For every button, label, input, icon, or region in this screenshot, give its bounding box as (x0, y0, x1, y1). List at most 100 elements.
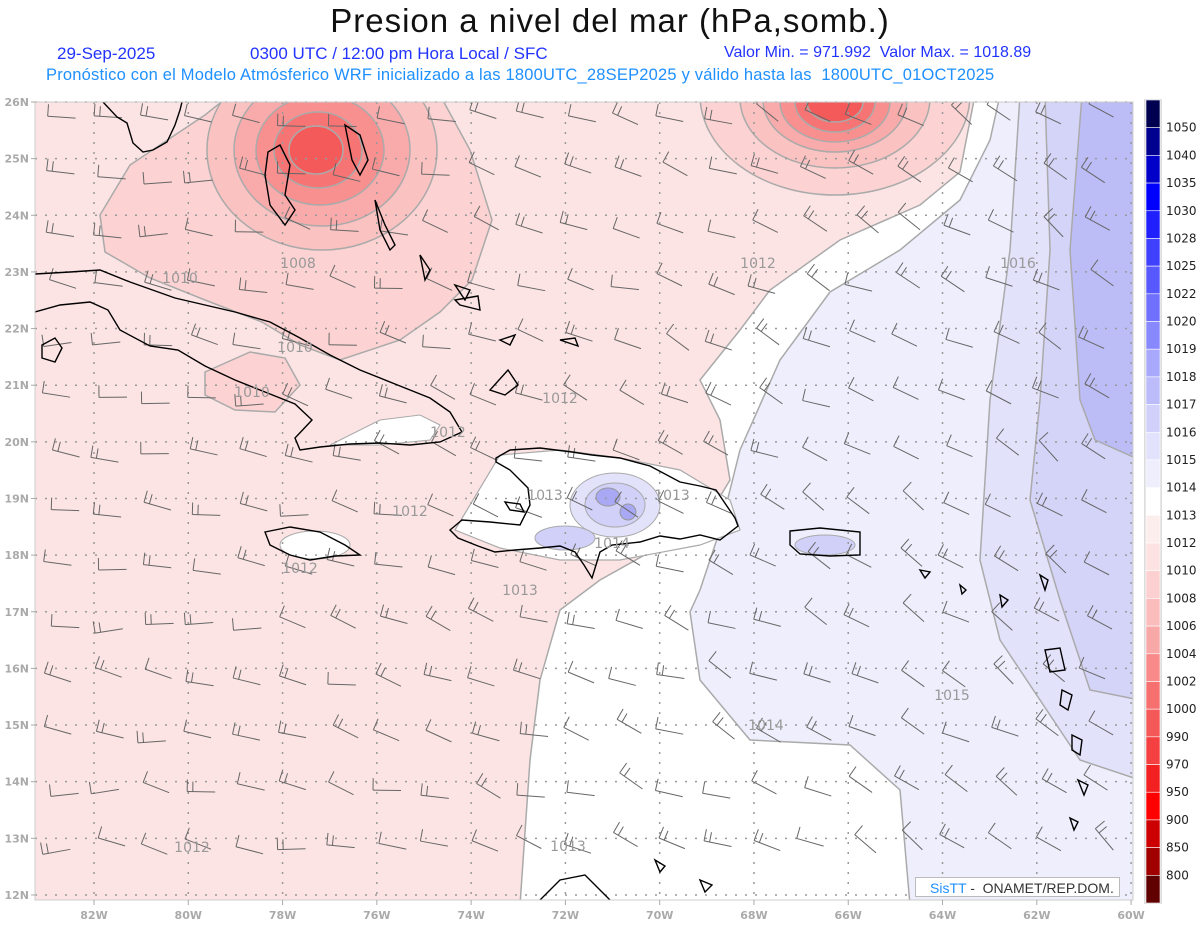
wind-barb (655, 103, 684, 122)
wind-barb (1078, 656, 1106, 680)
wind-barb (49, 784, 79, 797)
wind-barb (846, 486, 870, 515)
wind-barb (372, 778, 402, 791)
contour-label: 1014 (748, 718, 784, 734)
wind-barb (43, 714, 72, 735)
colorbar-label: 1019 (1166, 342, 1197, 356)
wind-barb (327, 672, 356, 686)
colorbar-swatch (1145, 321, 1161, 350)
wind-barb (420, 783, 449, 799)
wind-barb (282, 382, 309, 407)
colorbar-swatch (1145, 791, 1161, 821)
wind-barb (947, 157, 973, 183)
wind-barb (430, 374, 456, 400)
colorbar-label: 1013 (1166, 508, 1197, 522)
wind-barb (901, 660, 925, 688)
wind-barb (425, 719, 452, 743)
wind-barb (712, 712, 735, 740)
lat-label: 20N (4, 436, 29, 449)
wind-barb (279, 504, 309, 517)
wind-barb (49, 268, 77, 289)
lat-label: 16N (4, 662, 29, 675)
colorbar-label: 1006 (1166, 619, 1197, 633)
lat-label: 18N (4, 549, 29, 562)
wind-barb (469, 383, 497, 406)
wind-barb (190, 323, 218, 346)
wind-barb (993, 655, 1014, 685)
wind-barb (1081, 433, 1106, 460)
lon-label: 64W (929, 909, 956, 922)
colorbar-swatch (1145, 819, 1161, 848)
wind-barb (951, 102, 972, 125)
wind-barb (752, 208, 779, 233)
wind-barb (658, 826, 686, 850)
colorbar-swatch (1145, 598, 1161, 627)
wind-barb (331, 489, 358, 513)
colorbar-swatch (1145, 542, 1161, 572)
wind-barb (803, 662, 831, 683)
wind-barb (656, 662, 685, 679)
wind-barb (614, 491, 639, 518)
wind-barb (987, 822, 1012, 850)
coast-florida (102, 102, 183, 153)
colorbar-label: 1016 (1166, 425, 1197, 439)
wind-barb (612, 217, 640, 239)
contour-labels: 1008 1010 1010 1010 1012 1012 1013 1013 1012 1014… (162, 256, 1036, 856)
colorbar-label: 1025 (1166, 259, 1197, 273)
wind-barb (753, 829, 781, 852)
wind-barb (1083, 764, 1108, 791)
wind-barb (991, 602, 1013, 631)
wind-barb (1032, 376, 1059, 399)
coast-lesser-antilles (918, 568, 1089, 832)
colorbar-swatch (1145, 210, 1161, 239)
lat-label: 19N (4, 492, 29, 505)
wind-barb (751, 770, 777, 795)
wind-barb (92, 502, 122, 518)
wind-barb (851, 662, 879, 684)
colorbar-swatch (1145, 431, 1161, 461)
wind-barb (802, 482, 825, 511)
wind-barb (848, 715, 876, 737)
wind-barb (140, 832, 168, 855)
wind-barb (945, 327, 973, 348)
lat-label: 15N (4, 719, 29, 732)
wind-barb (278, 720, 307, 739)
wind-barb (806, 716, 832, 741)
colorbar-label: 1030 (1166, 204, 1197, 218)
wind-barb (191, 502, 221, 516)
colorbar: 1050 1040 1035 1030 1028 1025 1022 1020 1019 1018… (1144, 99, 1197, 904)
wind-barb (232, 666, 261, 686)
colorbar-swatch (1145, 404, 1161, 433)
wind-barb (470, 548, 499, 568)
wind-barb (702, 781, 731, 799)
wind-barb (239, 491, 268, 512)
wind-barb (566, 611, 595, 630)
wind-barb (276, 161, 306, 175)
wind-barb (431, 431, 457, 457)
wind-barb (660, 382, 689, 404)
contour-label: 1010 (234, 385, 270, 401)
coast-gonave (503, 501, 526, 513)
colorbar-label: 850 (1166, 841, 1189, 855)
wind-barb (802, 388, 830, 408)
wind-barb (426, 267, 453, 291)
wind-barb (472, 493, 499, 518)
wind-barb (612, 438, 640, 461)
wind-barb (616, 708, 642, 734)
colorbar-label: 1010 (1166, 564, 1197, 578)
wind-barb (756, 318, 780, 346)
colorbar-swatch (1145, 625, 1161, 655)
wind-barb (747, 274, 776, 294)
wind-barb (996, 428, 1020, 456)
wind-barb (760, 483, 785, 510)
lon-label: 60W (1117, 909, 1144, 922)
wind-barb (90, 332, 121, 346)
wind-barb (666, 323, 690, 351)
wind-barb (43, 661, 72, 683)
wind-barb (328, 332, 357, 346)
wind-barb (703, 430, 729, 456)
lon-label: 82W (80, 909, 107, 922)
colorbar-swatch (1145, 459, 1161, 488)
wind-barb (328, 771, 354, 796)
wind-barb (844, 102, 872, 125)
